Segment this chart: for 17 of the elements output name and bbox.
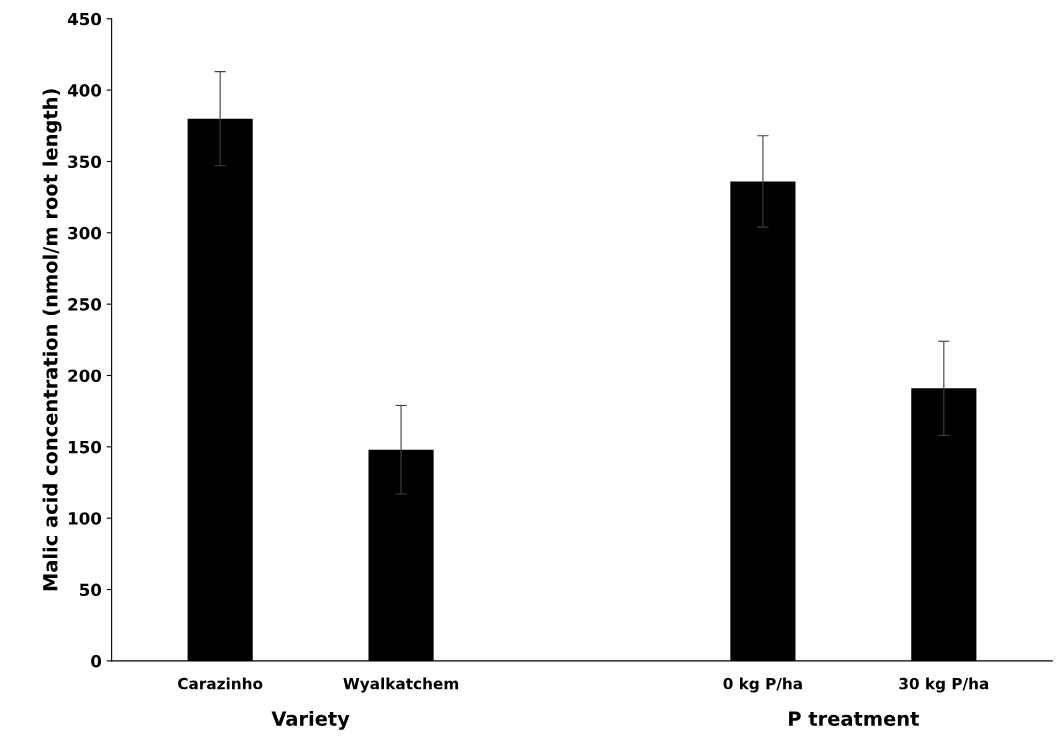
y-tick-label: 400	[67, 84, 102, 97]
y-tick-label: 150	[68, 440, 102, 454]
text: P treatment	[789, 711, 919, 726]
x-tick-label: Carazinho	[178, 677, 263, 690]
y-tick-label: 350	[68, 155, 102, 169]
y-tick-label: 50	[79, 583, 102, 597]
y-tick-label: 300	[68, 226, 102, 240]
y-tick-label: 200	[68, 369, 102, 383]
y-tick-label: 450	[67, 12, 102, 26]
text: Variety	[271, 710, 350, 730]
y-axis-title: Malic acid concentration (nmol/m root length)	[42, 89, 62, 591]
y-tick-label: 0	[91, 654, 102, 668]
y-tick-label: 100	[68, 512, 102, 525]
x-tick-label: 0 kg P/ha	[723, 677, 802, 693]
x-tick-label: Wyalkatchem	[343, 677, 459, 693]
y-tick-label: 250	[68, 298, 102, 311]
x-tick-label: 30 kg P/ha	[899, 677, 989, 693]
